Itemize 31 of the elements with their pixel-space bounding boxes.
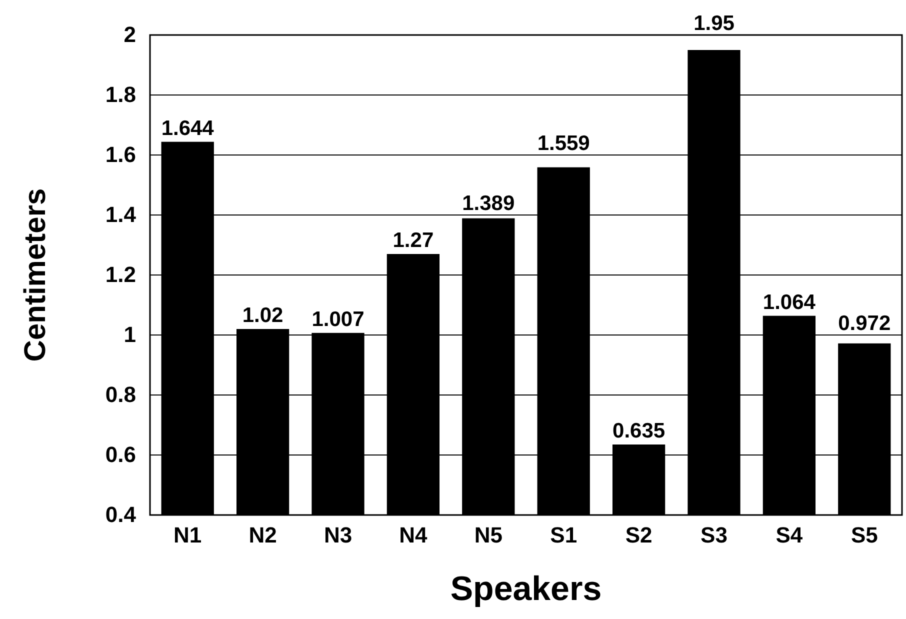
x-tick-label: N5: [474, 522, 502, 548]
y-tick-label: 1.4: [105, 202, 137, 228]
x-tick-label: S2: [625, 522, 652, 548]
data-label: 1.27: [392, 229, 434, 252]
y-tick-label: 1.2: [105, 262, 136, 288]
data-label: 1.95: [694, 12, 735, 35]
x-tick-label: S5: [850, 522, 878, 548]
x-tick-label: S4: [776, 522, 804, 548]
x-tick-label: N4: [399, 522, 428, 548]
x-axis-title: Speakers: [450, 570, 602, 608]
data-label: 1.02: [242, 304, 284, 327]
y-tick-label: 0.6: [105, 442, 136, 468]
y-axis-title: Centimeters: [19, 188, 52, 362]
data-label: 1.064: [762, 290, 816, 314]
x-tick-label: N1: [174, 522, 202, 548]
y-tick-label: 1.6: [105, 142, 136, 168]
x-tick-label: S3: [700, 522, 728, 548]
data-label: 1.644: [161, 116, 214, 140]
data-label: 0.635: [612, 420, 666, 442]
data-label: 0.972: [838, 312, 891, 335]
data-label: 1.007: [312, 308, 364, 331]
y-tick-label: 0.4: [105, 502, 137, 528]
x-tick-label: N3: [324, 522, 352, 548]
x-tick-label: N2: [248, 522, 277, 548]
y-tick-label: 1.8: [105, 82, 136, 108]
y-tick-label: 0.8: [105, 382, 136, 408]
y-tick-label: 1: [124, 322, 136, 348]
x-tick-label: S1: [550, 522, 578, 548]
data-label: 1.389: [462, 192, 515, 215]
data-label: 1.559: [537, 132, 590, 155]
y-tick-label: 2: [124, 22, 136, 48]
